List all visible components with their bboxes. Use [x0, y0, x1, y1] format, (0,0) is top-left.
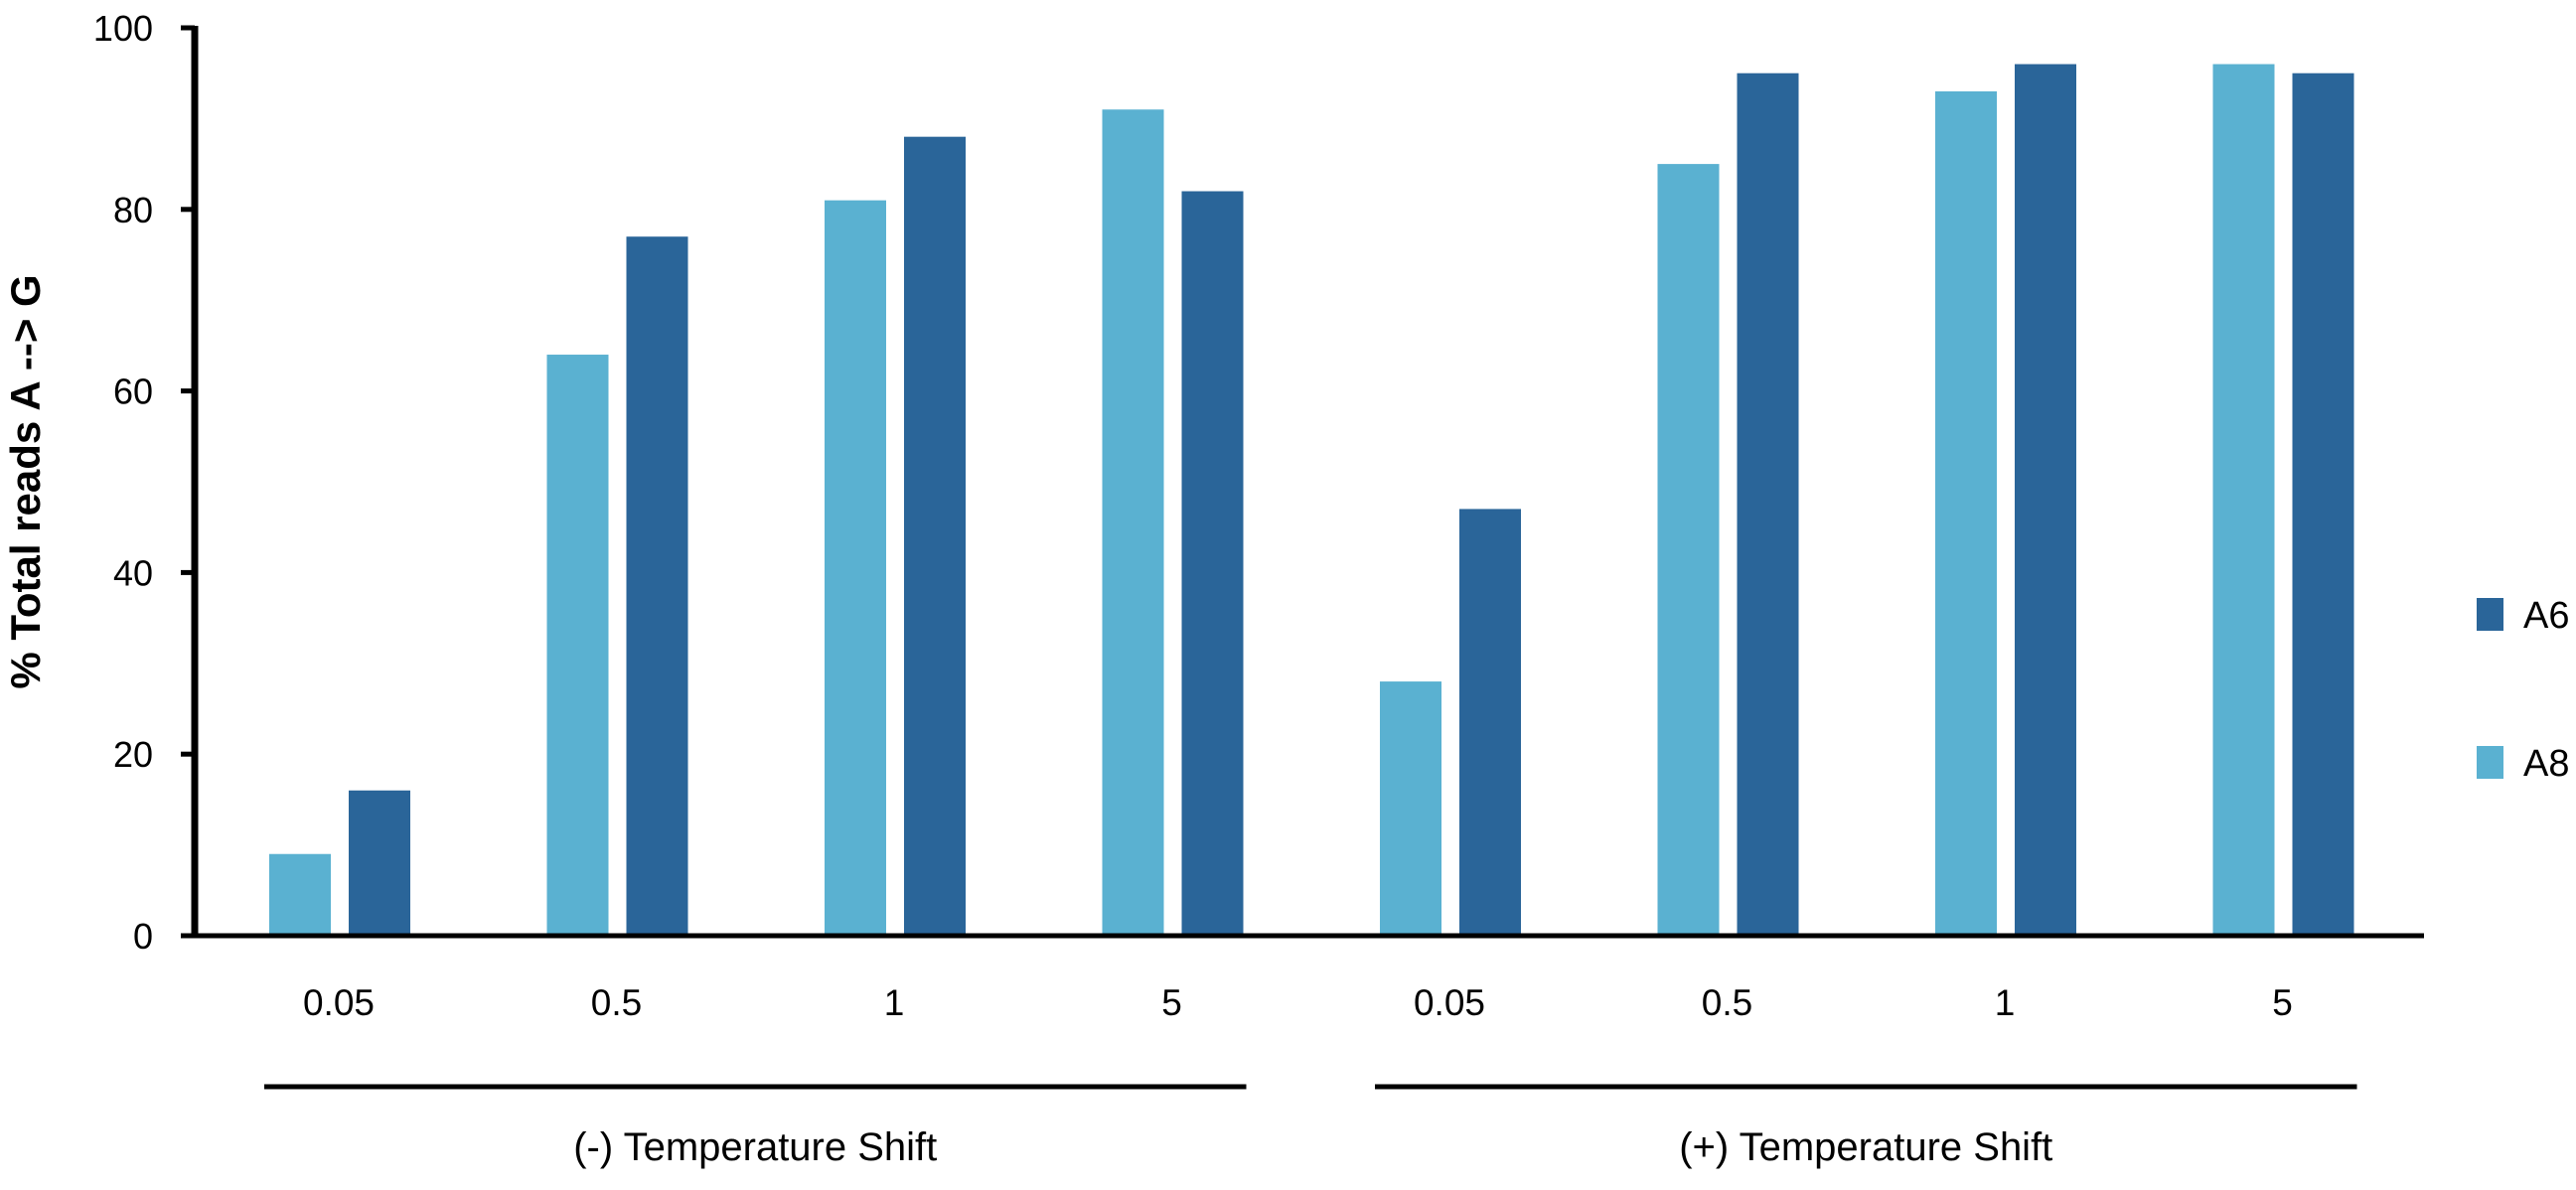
bar-A6-6 — [2015, 64, 2076, 936]
bar-A6-5 — [1737, 73, 1799, 936]
legend-label-A8: A8 — [2523, 743, 2569, 785]
bar-A8-1 — [546, 355, 609, 936]
group-label: (+) Temperature Shift — [1679, 1125, 2052, 1169]
x-tick-label: 0.5 — [1702, 982, 1752, 1023]
x-tick-label: 0.05 — [1414, 982, 1485, 1023]
legend: A6 A8 — [2477, 595, 2569, 785]
y-tick-label: 60 — [113, 372, 153, 412]
x-tick-label: 1 — [884, 982, 905, 1023]
bar-A8-3 — [1102, 109, 1164, 936]
y-axis-label: % Total reads A --> G — [2, 274, 49, 688]
bar-A8-6 — [1935, 90, 1997, 937]
group-label: (-) Temperature Shift — [573, 1125, 937, 1169]
group-labels: (-) Temperature Shift (+) Temperature Shi… — [264, 1084, 2357, 1169]
bar-A6-0 — [349, 790, 410, 936]
bar-A6-3 — [1181, 191, 1244, 936]
x-tick-label: 5 — [1161, 982, 1182, 1023]
bar-A6-4 — [1459, 509, 1521, 936]
y-tick-label: 40 — [113, 552, 153, 593]
bar-A6-7 — [2292, 73, 2354, 936]
bar-A6-2 — [904, 136, 966, 936]
legend-label-A6: A6 — [2523, 595, 2569, 637]
legend-swatch-A8 — [2477, 746, 2503, 779]
bar-A8-0 — [269, 853, 331, 936]
x-tick-label: 0.5 — [591, 982, 642, 1023]
bar-A8-2 — [825, 200, 886, 936]
x-tick-label: 5 — [2272, 982, 2293, 1023]
y-tick-label: 0 — [133, 916, 153, 957]
legend-swatch-A6 — [2477, 598, 2503, 631]
x-tick-label: 0.05 — [303, 982, 375, 1023]
bar-A6-1 — [626, 236, 688, 937]
x-tick-labels: 0.05 0.5 1 5 0.05 0.5 1 5 — [303, 982, 2293, 1023]
x-tick-label: 1 — [1995, 982, 2016, 1023]
bar-A8-7 — [2212, 64, 2275, 936]
bar-A8-4 — [1380, 681, 1441, 936]
y-ticks: 0 20 40 60 80 100 — [93, 8, 195, 957]
bars — [269, 64, 2354, 937]
y-tick-label: 100 — [93, 8, 153, 49]
y-tick-label: 20 — [113, 734, 153, 775]
y-tick-label: 80 — [113, 190, 153, 230]
bar-A8-5 — [1657, 164, 1720, 937]
